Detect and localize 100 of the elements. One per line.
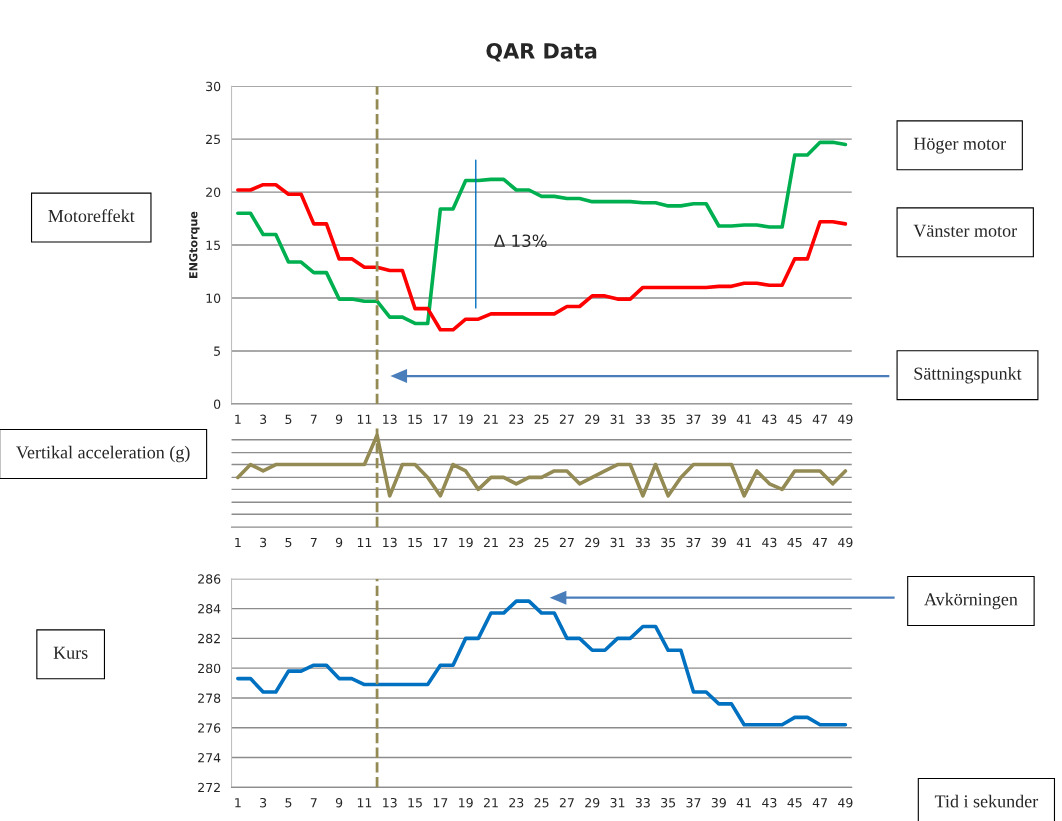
x-tick-label: 19: [459, 537, 473, 548]
x-tick-label: 45: [787, 537, 802, 548]
x-tick-label: 1: [235, 414, 241, 424]
x-tick-label: 33: [635, 537, 650, 548]
x-tick-label: 29: [585, 537, 600, 548]
x-tick-label: 1: [235, 798, 241, 808]
x-tick-label: 49: [838, 537, 853, 548]
y-tick-label: 15: [206, 240, 221, 250]
x-tick-label: 37: [686, 537, 701, 548]
x-tick-label: 41: [736, 414, 751, 424]
x-tick-label: 11: [357, 537, 372, 547]
x-tick-label: 41: [736, 537, 751, 547]
x-tick-label: 17: [433, 537, 448, 547]
text: Tid i sekunder: [934, 794, 1039, 808]
text: Vänster motor: [913, 224, 1017, 237]
y-tick-label: 284: [198, 604, 221, 614]
text: Höger motor: [913, 137, 1006, 154]
x-tick-label: 45: [787, 798, 802, 808]
x-tick-label: 35: [661, 797, 676, 808]
x-tick-label: 19: [459, 797, 473, 808]
x-tick-label: 47: [812, 414, 827, 424]
x-tick-label: 35: [661, 537, 676, 548]
y-tick-label: 282: [198, 633, 220, 644]
x-tick-label: 31: [610, 797, 625, 808]
x-tick-label: 25: [534, 537, 549, 548]
x-tick-label: 3: [260, 414, 267, 425]
x-tick-label: 3: [260, 797, 267, 808]
x-tick-label: 23: [509, 797, 524, 808]
x-tick-label: 47: [812, 798, 827, 808]
y-tick-label: 25: [206, 134, 221, 145]
x-tick-label: 43: [762, 537, 777, 548]
x-tick-label: 3: [260, 537, 267, 548]
x-tick-label: 17: [433, 414, 448, 424]
x-tick-label: 31: [610, 414, 625, 425]
y-tick-label: 276: [198, 723, 221, 733]
x-tick-label: 33: [635, 797, 650, 808]
x-tick-label: 39: [711, 537, 726, 548]
y-tick-label: 278: [198, 693, 221, 703]
x-tick-label: 29: [585, 797, 600, 808]
x-tick-label: 33: [635, 414, 650, 425]
text: Sättningspunkt: [914, 366, 1022, 384]
x-tick-label: 13: [383, 797, 397, 808]
x-tick-label: 37: [686, 414, 701, 425]
x-tick-label: 31: [610, 537, 625, 548]
x-tick-label: 7: [310, 798, 317, 808]
x-tick-label: 23: [509, 537, 524, 548]
x-tick-label: 21: [483, 537, 498, 547]
x-tick-label: 47: [812, 537, 827, 547]
annotation: Δ 13%: [493, 234, 547, 248]
y-tick-label: 20: [206, 187, 221, 198]
x-tick-label: 7: [310, 537, 317, 547]
x-tick-label: 21: [483, 414, 498, 424]
x-tick-label: 49: [838, 797, 853, 808]
text: Motoreffekt: [48, 209, 135, 223]
x-tick-label: 9: [335, 414, 343, 425]
y-tick-label: 274: [198, 753, 221, 763]
x-tick-label: 37: [686, 797, 701, 808]
x-tick-label: 15: [408, 537, 422, 548]
text: Kurs: [53, 646, 88, 659]
x-tick-label: 43: [762, 797, 777, 808]
x-tick-label: 5: [285, 798, 292, 808]
x-tick-label: 1: [235, 537, 241, 547]
x-tick-label: 5: [285, 414, 292, 425]
x-tick-label: 39: [711, 797, 726, 808]
x-tick-label: 5: [285, 537, 292, 548]
x-tick-label: 9: [335, 797, 343, 808]
x-tick-label: 27: [559, 414, 574, 424]
x-tick-label: 29: [585, 414, 600, 425]
x-tick-label: 39: [711, 414, 726, 425]
x-tick-label: 9: [335, 537, 343, 548]
x-tick-label: 19: [459, 414, 473, 425]
x-tick-label: 23: [509, 414, 524, 425]
x-tick-label: 25: [534, 797, 549, 808]
x-tick-label: 41: [736, 798, 751, 808]
y-tick-label: 5: [214, 346, 221, 356]
x-tick-label: 45: [787, 414, 802, 425]
x-tick-label: 15: [408, 798, 422, 808]
x-tick-label: 11: [357, 414, 372, 424]
x-tick-label: 7: [310, 414, 317, 424]
x-tick-label: 25: [534, 414, 549, 425]
text: Vertikal acceleration (g): [16, 445, 190, 463]
x-tick-label: 43: [762, 414, 777, 425]
chart-title: QAR Data: [486, 42, 597, 62]
x-tick-label: 27: [559, 797, 574, 808]
x-tick-label: 49: [838, 414, 853, 425]
text: Avkörningen: [924, 592, 1018, 610]
x-tick-label: 27: [559, 537, 574, 547]
y-tick-label: 30: [206, 81, 221, 92]
x-tick-label: 35: [661, 414, 676, 425]
x-tick-label: 13: [383, 414, 397, 425]
x-tick-label: 13: [383, 537, 397, 548]
y-tick-label: 0: [213, 399, 221, 409]
x-tick-label: 15: [408, 414, 422, 425]
y-tick-label: 286: [198, 574, 221, 584]
y-axis-title: ENGtorque: [189, 211, 200, 278]
x-tick-label: 21: [483, 797, 498, 808]
x-tick-label: 11: [357, 798, 372, 808]
y-tick-label: 272: [198, 782, 220, 793]
y-tick-label: 10: [206, 293, 221, 303]
x-tick-label: 17: [433, 798, 448, 808]
